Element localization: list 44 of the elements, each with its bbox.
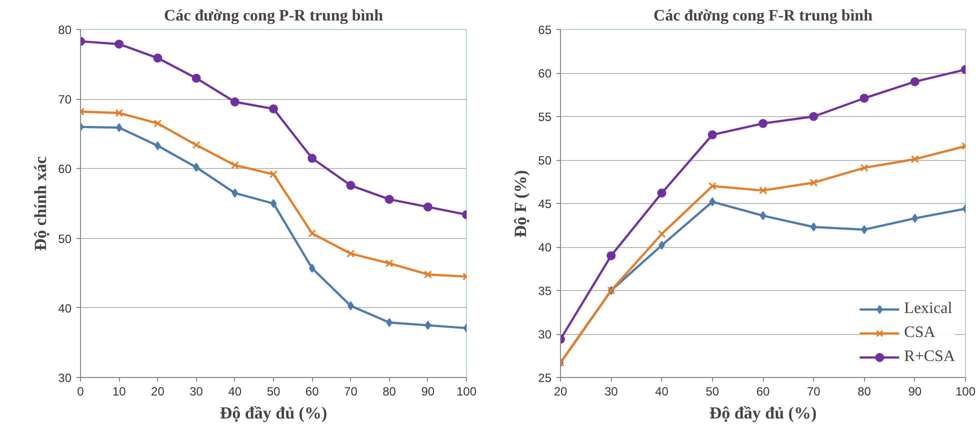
x-tick-label: 30 bbox=[604, 384, 618, 398]
y-tick-label: 35 bbox=[538, 284, 552, 298]
y-tick-label: 80 bbox=[58, 23, 72, 37]
y-tick-label: 65 bbox=[538, 23, 552, 37]
y-tick-label: 70 bbox=[58, 92, 72, 107]
chart-title: Các đường cong F-R trung bình bbox=[654, 8, 873, 24]
x-axis-title: Độ đầy đủ (%) bbox=[709, 404, 817, 422]
x-tick-label: 50 bbox=[706, 384, 720, 398]
legend-label: R+CSA bbox=[904, 348, 955, 366]
legend-label: CSA bbox=[904, 324, 936, 342]
y-tick-label: 50 bbox=[538, 154, 552, 168]
x-tick-label: 90 bbox=[421, 384, 435, 398]
x-tick-label: 100 bbox=[955, 384, 976, 398]
y-tick-label: 55 bbox=[538, 110, 552, 124]
y-tick-label: 25 bbox=[538, 371, 552, 385]
y-tick-label: 40 bbox=[538, 240, 552, 254]
x-tick-label: 10 bbox=[112, 384, 126, 398]
x-tick-label: 20 bbox=[151, 384, 165, 398]
x-tick-label: 100 bbox=[456, 384, 477, 398]
legend-label: Lexical bbox=[904, 300, 952, 318]
x-tick-label: 80 bbox=[858, 384, 872, 398]
y-tick-label: 40 bbox=[58, 301, 72, 316]
y-tick-label: 60 bbox=[538, 66, 552, 80]
y-axis-title: Độ F (%) bbox=[511, 170, 530, 238]
x-tick-label: 20 bbox=[554, 384, 568, 398]
x-tick-label: 40 bbox=[228, 384, 242, 398]
x-tick-label: 0 bbox=[77, 384, 84, 398]
x-tick-label: 70 bbox=[344, 384, 358, 398]
x-tick-label: 80 bbox=[382, 384, 396, 398]
y-tick-label: 45 bbox=[538, 197, 552, 211]
y-tick-label: 30 bbox=[538, 328, 552, 342]
x-tick-label: 50 bbox=[266, 384, 280, 398]
x-tick-label: 30 bbox=[190, 384, 204, 398]
y-tick-label: 30 bbox=[58, 371, 72, 385]
x-tick-label: 70 bbox=[806, 384, 821, 398]
y-tick-label: 50 bbox=[58, 232, 72, 246]
y-tick-label: 60 bbox=[58, 162, 72, 176]
x-tick-label: 40 bbox=[655, 384, 669, 398]
chart-title: Các đường cong P-R trung bình bbox=[164, 8, 384, 24]
x-tick-label: 90 bbox=[908, 384, 922, 398]
x-tick-label: 60 bbox=[756, 384, 770, 398]
x-axis-title: Độ đầy đủ (%) bbox=[220, 404, 328, 422]
y-axis-title: Độ chính xác bbox=[31, 156, 50, 251]
x-tick-label: 60 bbox=[305, 384, 320, 398]
